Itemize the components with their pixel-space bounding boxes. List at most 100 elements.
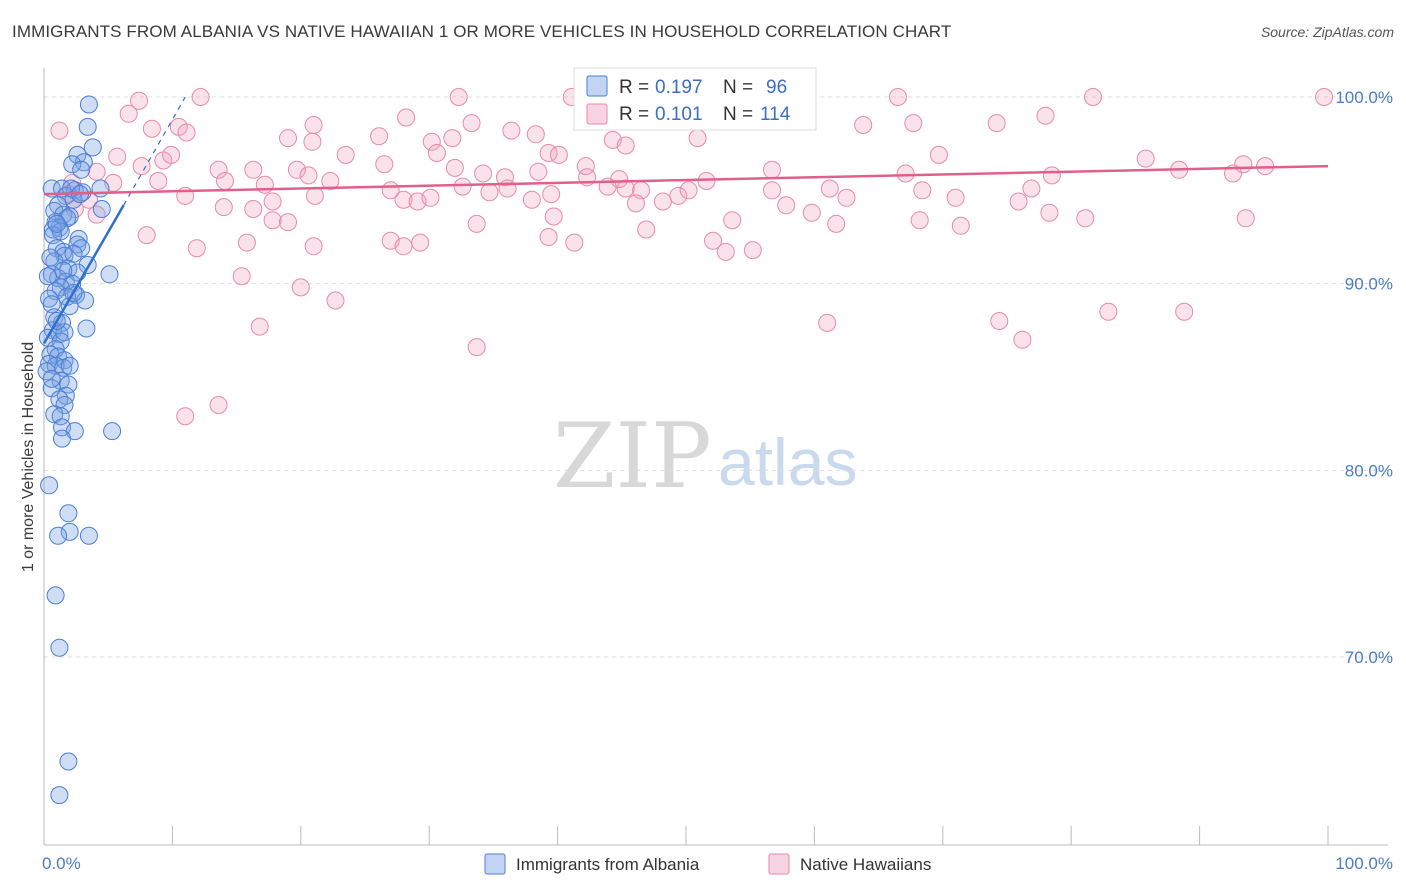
hawaiian-point-14 — [854, 116, 873, 134]
hawaiian-point-25 — [526, 125, 545, 144]
legend-swatch-pink — [586, 103, 608, 125]
hawaiian-point-28 — [688, 129, 707, 148]
albania-point-4 — [74, 153, 93, 172]
hawaiian-point-63 — [321, 172, 340, 190]
hawaiian-point-50 — [496, 168, 514, 187]
hawaiian-point-123 — [291, 278, 310, 297]
hawaiian-point-81 — [214, 198, 233, 217]
albania-trend-extension — [123, 96, 186, 206]
hawaiian-point-7 — [1315, 88, 1334, 106]
hawaiian-point-10 — [397, 108, 416, 127]
hawaiian-point-12 — [502, 121, 521, 140]
hawaiian-point-21 — [279, 129, 297, 148]
hawaiian-point-62 — [255, 175, 274, 194]
albania-point-14 — [91, 179, 110, 198]
hawaiian-point-126 — [818, 313, 837, 332]
hawaiian-point-67 — [498, 179, 517, 198]
hawaiian-point-44 — [209, 160, 228, 179]
albania-point-59 — [41, 345, 60, 364]
hawaiian-point-36 — [443, 129, 462, 148]
hawaiian-point-83 — [263, 192, 282, 211]
albania-point-85 — [50, 638, 69, 657]
albania-point-81 — [60, 522, 79, 541]
hawaiian-point-35 — [427, 144, 446, 162]
hawaiian-point-55 — [896, 164, 915, 183]
hawaiian-point-85 — [394, 190, 413, 209]
hawaiian-point-45 — [287, 160, 306, 179]
hawaiian-point-5 — [888, 88, 907, 106]
hawaiian-point-97 — [263, 211, 282, 230]
albania-point-72 — [55, 396, 74, 414]
hawaiian-point-98 — [279, 213, 297, 232]
hawaiian-point-57 — [1136, 149, 1155, 168]
y-tick-label-100: 100.0% — [1335, 88, 1393, 107]
hawaiian-point-130 — [1175, 302, 1194, 321]
hawaiian-point-74 — [913, 181, 932, 200]
hawaiian-point-72 — [763, 181, 781, 200]
hawaiian-point-119 — [716, 242, 735, 261]
hawaiian-point-88 — [522, 190, 541, 209]
y-tick-label-80: 80.0% — [1345, 461, 1393, 480]
gridlines — [44, 96, 1388, 658]
hawaiian-point-118 — [704, 231, 722, 250]
hawaiian-point-22 — [303, 132, 322, 151]
hawaiian-point-20 — [177, 123, 196, 142]
hawaiian-point-1 — [191, 88, 210, 106]
trend-lines — [42, 96, 1329, 345]
albania-point-1 — [78, 117, 97, 136]
albania-point-48 — [42, 295, 61, 314]
albania-point-61 — [55, 351, 74, 370]
hawaiian-point-117 — [565, 233, 584, 252]
albania-point-52 — [77, 319, 96, 338]
albania-point-62 — [40, 354, 59, 373]
hawaiian-point-46 — [299, 166, 318, 185]
hawaiian-point-6 — [1084, 88, 1102, 106]
x-axis-ticks — [43, 826, 1329, 845]
albania-point-79 — [40, 476, 59, 495]
series-legend: Immigrants from Albania Native Hawaiians — [484, 853, 931, 875]
hawaiian-point-105 — [910, 211, 929, 230]
hawaiian-point-11 — [462, 114, 481, 133]
hawaiian-point-47 — [375, 155, 394, 174]
legend-r-value-1: 0.197 — [655, 77, 703, 98]
hawaiian-point-56 — [1042, 166, 1061, 185]
hawaiian-point-115 — [411, 233, 430, 252]
x-tick-label-min: 0.0% — [42, 854, 81, 873]
bottom-legend-swatch-albania — [484, 853, 506, 875]
hawaiian-point-48 — [445, 158, 464, 177]
hawaiian-point-122 — [232, 267, 251, 286]
hawaiian-point-129 — [1099, 302, 1118, 321]
hawaiian-point-94 — [1009, 192, 1028, 211]
hawaiian-point-34 — [336, 145, 355, 164]
hawaiian-point-24 — [422, 132, 441, 151]
hawaiian-point-73 — [820, 179, 839, 198]
albania-point-78 — [53, 429, 71, 448]
hawaiian-point-75 — [1022, 179, 1041, 198]
hawaiian-point-30 — [108, 147, 127, 166]
hawaiian-point-134 — [542, 185, 561, 204]
hawaiian-point-104 — [827, 214, 846, 233]
bottom-legend-label-albania: Immigrants from Albania — [516, 855, 700, 874]
albania-point-77 — [103, 422, 122, 441]
hawaiian-point-109 — [1236, 209, 1255, 228]
hawaiian-point-103 — [802, 203, 821, 222]
hawaiian-point-136 — [679, 181, 698, 200]
hawaiian-point-114 — [394, 237, 413, 256]
hawaiian-point-43 — [132, 157, 151, 176]
albania-point-0 — [79, 95, 98, 114]
axes — [43, 68, 1388, 846]
albania-point-86 — [59, 752, 78, 771]
hawaiian-point-135 — [669, 186, 688, 205]
hawaiian-point-51 — [529, 162, 548, 181]
hawaiian-point-101 — [637, 220, 656, 239]
hawaiian-point-71 — [697, 172, 716, 190]
hawaiian-point-33 — [244, 160, 263, 179]
hawaiian-point-102 — [723, 211, 742, 230]
hawaiian-point-107 — [1040, 203, 1059, 222]
hawaiian-point-89 — [626, 194, 645, 213]
hawaiian-point-106 — [951, 216, 970, 235]
hawaiian-point-128 — [1013, 330, 1032, 349]
hawaiian-point-58 — [929, 145, 948, 164]
albania-point-84 — [46, 586, 65, 605]
